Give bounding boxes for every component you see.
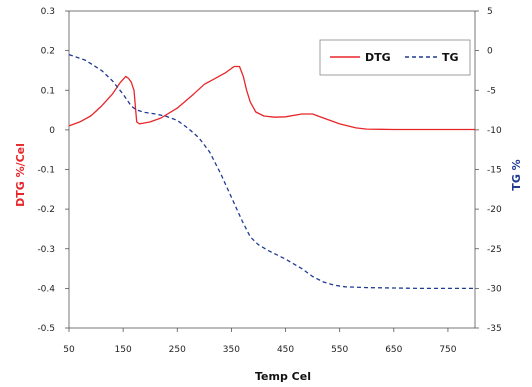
x-tick-label: 50 xyxy=(63,345,75,355)
series-line-dtg xyxy=(68,65,475,131)
left-tick-label: -0.5 xyxy=(37,324,55,334)
left-y-axis-title: DTG %/Cel xyxy=(14,143,27,207)
legend-box xyxy=(319,39,471,76)
right-y-axis: -35 -30 -25 -20 -15 -10 -5 0 5 xyxy=(475,7,502,334)
series-line-tg xyxy=(68,53,475,290)
right-tick-label: -20 xyxy=(487,205,502,215)
left-tick-label: -0.2 xyxy=(37,205,55,215)
right-tick-label: 5 xyxy=(487,7,493,17)
x-tick-label: 150 xyxy=(115,345,132,355)
right-tick-label: -15 xyxy=(487,166,502,176)
x-tick-label: 650 xyxy=(385,345,402,355)
left-tick-label: -0.1 xyxy=(37,166,55,176)
left-tick-label: 0.2 xyxy=(41,47,55,57)
legend-label-tg: TG xyxy=(442,51,459,64)
left-y-axis: -0.5 -0.4 -0.3 -0.2 -0.1 0 0.1 0.2 0.3 xyxy=(37,7,69,334)
right-tick-label: -5 xyxy=(487,86,496,96)
right-y-axis-title: TG % xyxy=(510,159,523,190)
right-tick-label: -30 xyxy=(487,284,502,294)
x-tick-label: 450 xyxy=(277,345,294,355)
legend-label-dtg: DTG xyxy=(365,51,391,64)
x-tick-label: 350 xyxy=(223,345,240,355)
x-axis: 50 150 250 350 450 550 650 750 xyxy=(63,328,457,355)
x-axis-title: Temp Cel xyxy=(255,370,311,383)
x-tick-label: 550 xyxy=(331,345,348,355)
legend: DTG TG xyxy=(319,39,471,76)
right-tick-label: -25 xyxy=(487,245,502,255)
left-tick-label: 0.3 xyxy=(41,7,55,17)
left-tick-label: -0.3 xyxy=(37,245,55,255)
series-layer xyxy=(68,53,475,290)
right-tick-label: -10 xyxy=(487,126,502,136)
left-tick-label: -0.4 xyxy=(37,284,55,294)
x-tick-label: 250 xyxy=(169,345,186,355)
left-tick-label: 0 xyxy=(49,126,55,136)
left-tick-label: 0.1 xyxy=(41,86,55,96)
x-tick-label: 750 xyxy=(439,345,456,355)
right-tick-label: 0 xyxy=(487,47,493,57)
right-tick-label: -35 xyxy=(487,324,502,334)
